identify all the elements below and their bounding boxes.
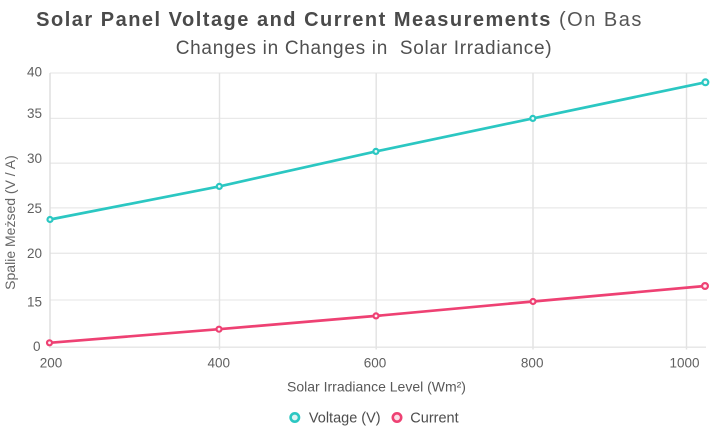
svg-text:Solar Panel Voltage and Curren: Solar Panel Voltage and Current Measurem…	[36, 9, 643, 31]
svg-text:Spalie Meżsed (V / A): Spalie Meżsed (V / A)	[2, 155, 18, 290]
svg-text:20: 20	[27, 246, 42, 261]
svg-text:Voltage (V): Voltage (V)	[309, 411, 381, 427]
svg-text:0: 0	[33, 339, 41, 354]
svg-text:1000: 1000	[669, 356, 699, 371]
svg-text:600: 600	[364, 356, 387, 371]
svg-text:Current: Current	[410, 411, 458, 427]
svg-text:Solar Irradiance Level (Wm²): Solar Irradiance Level (Wm²)	[287, 379, 466, 395]
svg-text:Changes in Changes in Solar I: Changes in Changes in Solar Irradiance)	[176, 38, 553, 59]
svg-text:35: 35	[27, 106, 42, 121]
svg-text:200: 200	[40, 356, 63, 371]
svg-text:40: 40	[27, 65, 42, 80]
svg-text:400: 400	[208, 356, 231, 371]
svg-text:30: 30	[27, 151, 42, 166]
svg-text:25: 25	[27, 201, 42, 216]
svg-text:15: 15	[27, 295, 42, 310]
svg-text:800: 800	[521, 356, 544, 371]
